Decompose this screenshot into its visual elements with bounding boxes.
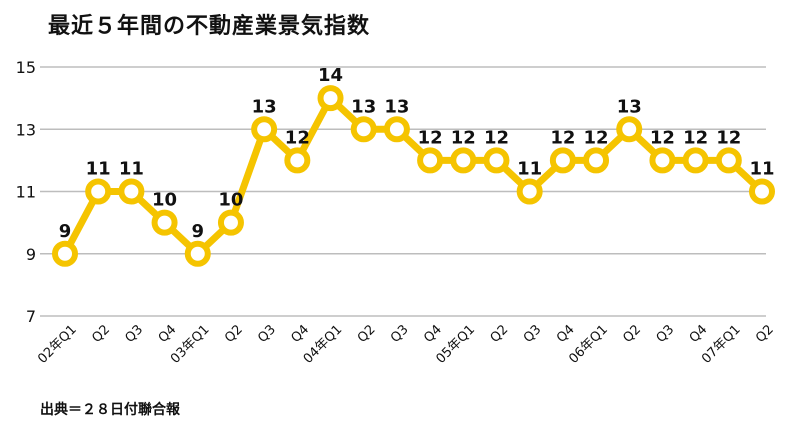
data-label: 11 — [86, 159, 111, 180]
data-label: 13 — [351, 96, 376, 117]
series-line — [61, 94, 766, 258]
data-point — [85, 178, 112, 205]
data-point — [749, 178, 775, 205]
y-tick-label: 7 — [26, 307, 36, 326]
data-point — [52, 240, 78, 267]
series-line-path — [61, 94, 766, 258]
x-tick-label: Q4 — [554, 322, 578, 346]
x-tick-label: Q2 — [89, 322, 113, 346]
data-points — [52, 85, 775, 267]
data-point — [350, 116, 377, 143]
data-point — [284, 147, 311, 174]
x-tick-label: Q3 — [123, 322, 147, 346]
data-point — [616, 116, 643, 143]
data-point — [682, 147, 709, 174]
data-point — [184, 240, 211, 267]
x-tick-label: Q4 — [288, 322, 312, 346]
data-label: 12 — [285, 127, 310, 148]
data-point — [251, 116, 278, 143]
x-tick-label: Q3 — [255, 322, 279, 346]
x-tick-label: Q2 — [753, 322, 777, 346]
data-label: 12 — [451, 127, 476, 148]
x-tick-label: Q4 — [687, 322, 711, 346]
x-tick-label: Q4 — [421, 322, 445, 346]
x-tick-label: Q2 — [488, 322, 512, 346]
x-tick-label: 02年Q1 — [35, 322, 80, 367]
y-tick-label: 15 — [16, 58, 36, 77]
data-label: 9 — [191, 221, 204, 242]
data-point — [317, 85, 344, 112]
data-point — [118, 178, 145, 205]
y-tick-label: 11 — [16, 183, 36, 202]
data-point — [383, 116, 410, 143]
y-tick-label: 9 — [26, 245, 36, 264]
data-label: 12 — [584, 127, 609, 148]
data-point — [549, 147, 576, 174]
data-label: 12 — [716, 127, 741, 148]
data-point — [217, 209, 244, 236]
x-tick-label: Q3 — [521, 322, 545, 346]
data-label: 9 — [59, 221, 72, 242]
data-point — [516, 178, 543, 205]
data-label: 12 — [550, 127, 575, 148]
data-point — [583, 147, 610, 174]
data-label: 13 — [617, 96, 642, 117]
data-label: 11 — [517, 159, 542, 180]
data-point — [483, 147, 510, 174]
data-label: 14 — [318, 65, 343, 86]
y-axis: 7 9 11 13 15 — [16, 58, 36, 326]
data-label: 11 — [749, 159, 774, 180]
data-point — [151, 209, 178, 236]
x-tick-label: Q2 — [355, 322, 379, 346]
data-point — [649, 147, 676, 174]
data-label: 10 — [152, 190, 177, 211]
data-label: 10 — [218, 190, 243, 211]
data-point — [450, 147, 477, 174]
data-labels: 9 11 11 10 9 10 13 12 14 13 13 12 12 12 11 12 12 13 12 12 12… — [59, 65, 775, 242]
data-point — [417, 147, 444, 174]
data-point — [715, 147, 742, 174]
chart-title: 最近５年間の不動産業景気指数 — [48, 14, 371, 39]
y-tick-label: 13 — [16, 120, 36, 139]
data-label: 13 — [252, 96, 277, 117]
data-label: 12 — [650, 127, 675, 148]
data-label: 12 — [683, 127, 708, 148]
chart-source: 出典＝２８日付聯合報 — [40, 402, 180, 418]
x-tick-label: Q2 — [620, 322, 644, 346]
data-label: 12 — [484, 127, 509, 148]
x-tick-label: Q3 — [388, 322, 412, 346]
data-label: 13 — [384, 96, 409, 117]
data-label: 11 — [119, 159, 144, 180]
x-tick-label: Q2 — [222, 322, 246, 346]
x-tick-label: Q4 — [156, 322, 180, 346]
x-tick-label: Q3 — [654, 322, 678, 346]
data-label: 12 — [418, 127, 443, 148]
